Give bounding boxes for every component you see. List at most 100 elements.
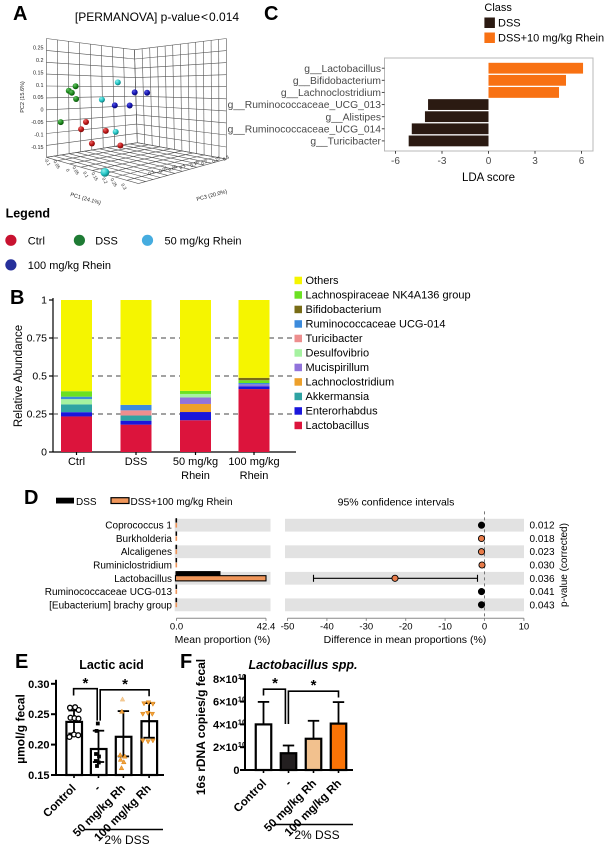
svg-text:-3: -3 — [438, 156, 447, 167]
svg-text:g__Lachnoclostridium: g__Lachnoclostridium — [281, 88, 381, 99]
svg-text:Legend: Legend — [6, 207, 50, 221]
svg-text:Lactic acid: Lactic acid — [79, 658, 144, 672]
svg-text:Coprococcus 1: Coprococcus 1 — [105, 521, 172, 532]
svg-text:Relative Abundance: Relative Abundance — [13, 325, 25, 427]
svg-text:C: C — [264, 3, 278, 25]
svg-text:0: 0 — [486, 156, 492, 167]
svg-text:Mean proportion (%): Mean proportion (%) — [175, 634, 271, 646]
svg-text:0.2: 0.2 — [36, 58, 44, 64]
svg-text:2% DSS: 2% DSS — [104, 833, 149, 847]
svg-text:Lachnoclostridium: Lachnoclostridium — [306, 377, 395, 389]
svg-text:10: 10 — [519, 622, 530, 633]
svg-text:0: 0 — [233, 765, 239, 777]
svg-text:0.2: 0.2 — [200, 158, 208, 166]
svg-text:0.023: 0.023 — [530, 547, 555, 558]
svg-text:Rhein: Rhein — [240, 470, 269, 482]
svg-text:PC2 (15.6%): PC2 (15.6%) — [20, 81, 26, 113]
svg-text:PC1 (24.1%): PC1 (24.1%) — [69, 192, 101, 206]
svg-text:0.5: 0.5 — [32, 371, 47, 383]
svg-text:Lachnospiraceae NK4A136 group: Lachnospiraceae NK4A136 group — [306, 290, 471, 302]
svg-text:1: 1 — [41, 295, 47, 307]
svg-text:DSS: DSS — [498, 18, 521, 30]
svg-text:100 mg/kg Rhein: 100 mg/kg Rhein — [28, 260, 111, 272]
svg-text:DSS+100 mg/kg Rhein: DSS+100 mg/kg Rhein — [131, 497, 233, 508]
svg-text:LDA score: LDA score — [462, 172, 515, 184]
svg-text:0.2: 0.2 — [101, 177, 109, 185]
svg-text:Alcaligenes: Alcaligenes — [121, 547, 172, 558]
svg-text:µmol/g fecal: µmol/g fecal — [14, 694, 28, 764]
svg-text:*: * — [311, 677, 317, 694]
svg-text:-50: -50 — [281, 622, 295, 633]
svg-text:g__Bifidobacterium: g__Bifidobacterium — [293, 76, 381, 87]
svg-text:g__Ruminococcaceae_UCG_013: g__Ruminococcaceae_UCG_013 — [228, 100, 382, 111]
svg-text:-0.05: -0.05 — [52, 158, 61, 170]
svg-text:Lactobacillus: Lactobacillus — [114, 574, 172, 585]
svg-text:Ruminococcaceae UCG-014: Ruminococcaceae UCG-014 — [306, 319, 446, 331]
svg-text:0.25: 0.25 — [28, 709, 49, 721]
svg-text:-0.05: -0.05 — [31, 120, 43, 126]
svg-text:*: * — [272, 675, 278, 692]
svg-text:0.20: 0.20 — [28, 740, 49, 752]
svg-text:-20: -20 — [399, 622, 413, 633]
svg-text:Desulfovibrio: Desulfovibrio — [306, 348, 370, 360]
svg-text:B: B — [10, 287, 24, 309]
svg-text:D: D — [24, 487, 38, 509]
svg-text:Control: Control — [41, 783, 78, 820]
svg-text:0.012: 0.012 — [530, 521, 555, 532]
svg-text:0: 0 — [41, 108, 44, 114]
svg-text:Bifidobacterium: Bifidobacterium — [306, 304, 382, 316]
svg-text:0.3: 0.3 — [222, 154, 230, 162]
svg-text:-30: -30 — [359, 622, 373, 633]
svg-text:0.15: 0.15 — [28, 770, 49, 782]
svg-text:[PERMANOVA] p-value < 0.014: [PERMANOVA] p-value < 0.014 — [75, 10, 240, 24]
svg-text:Others: Others — [306, 275, 340, 287]
svg-text:8×1010: 8×1010 — [213, 672, 246, 686]
svg-text:0.1: 0.1 — [82, 171, 90, 179]
svg-text:0.15: 0.15 — [91, 171, 100, 182]
svg-text:95% confidence intervals: 95% confidence intervals — [338, 497, 455, 509]
svg-text:0.05: 0.05 — [33, 95, 44, 101]
svg-text:0.30: 0.30 — [28, 679, 49, 691]
svg-text:Burkholderia: Burkholderia — [116, 534, 173, 545]
svg-text:0.030: 0.030 — [530, 561, 555, 572]
svg-text:Turicibacter: Turicibacter — [306, 333, 363, 345]
svg-text:0.25: 0.25 — [110, 177, 119, 188]
svg-text:Rhein: Rhein — [181, 470, 210, 482]
svg-text:0.75: 0.75 — [27, 333, 48, 345]
svg-text:0.036: 0.036 — [530, 574, 555, 585]
svg-text:0: 0 — [482, 622, 487, 633]
svg-text:-: - — [283, 778, 294, 789]
svg-text:DSS+10 mg/kg Rhein: DSS+10 mg/kg Rhein — [498, 33, 604, 45]
svg-text:-10: -10 — [438, 622, 452, 633]
svg-text:PC3 (20.0%): PC3 (20.0%) — [196, 189, 228, 203]
svg-text:*: * — [82, 675, 88, 692]
svg-text:4×1010: 4×1010 — [213, 717, 246, 731]
svg-text:0: 0 — [41, 447, 47, 459]
svg-text:DSS: DSS — [95, 235, 118, 247]
svg-text:g__Ruminococcaceae_UCG_014: g__Ruminococcaceae_UCG_014 — [228, 124, 382, 135]
svg-text:p-value (corrected): p-value (corrected) — [559, 523, 570, 607]
svg-text:Akkermansia: Akkermansia — [306, 391, 370, 403]
svg-text:F: F — [180, 651, 192, 673]
svg-text:0.3: 0.3 — [120, 183, 128, 191]
svg-text:50 mg/kg: 50 mg/kg — [173, 456, 218, 468]
svg-text:-40: -40 — [320, 622, 334, 633]
svg-text:6: 6 — [579, 156, 585, 167]
svg-text:100 mg/kg: 100 mg/kg — [228, 456, 279, 468]
svg-text:2×1010: 2×1010 — [213, 740, 246, 754]
svg-text:42.4: 42.4 — [257, 622, 276, 633]
svg-text:g__Alistipes: g__Alistipes — [325, 112, 381, 123]
svg-text:Enterorhabdus: Enterorhabdus — [306, 406, 379, 418]
svg-text:Lactobacillus spp.: Lactobacillus spp. — [248, 658, 357, 672]
svg-text:-: - — [92, 783, 103, 794]
svg-text:Mucispirillum: Mucispirillum — [306, 362, 370, 374]
svg-text:3: 3 — [532, 156, 538, 167]
svg-text:DSS: DSS — [125, 456, 148, 468]
svg-text:g__Lactobacillus: g__Lactobacillus — [304, 64, 381, 75]
svg-text:-0.15: -0.15 — [31, 145, 43, 151]
svg-text:2% DSS: 2% DSS — [294, 828, 339, 842]
svg-text:Ruminiclostridium: Ruminiclostridium — [93, 561, 172, 572]
svg-text:E: E — [15, 651, 28, 673]
svg-text:16s rDNA copies/g fecal: 16s rDNA copies/g fecal — [194, 659, 208, 795]
svg-text:A: A — [13, 3, 27, 25]
